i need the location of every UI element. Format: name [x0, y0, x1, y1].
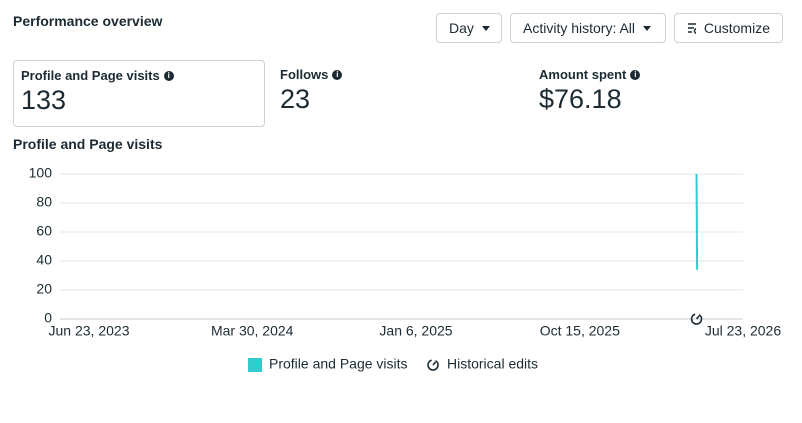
metric-value: $76.18	[539, 84, 622, 114]
x-tick-label: Mar 30, 2024	[211, 323, 294, 339]
customize-button[interactable]: Customize	[674, 13, 783, 43]
legend-edit-icon	[427, 359, 439, 371]
metric-label: Amount spent	[539, 67, 627, 82]
series-line	[695, 173, 699, 270]
y-tick-label: 100	[29, 165, 53, 181]
legend-label: Historical edits	[447, 356, 538, 372]
metric-label: Profile and Page visits	[21, 68, 160, 83]
activity-button[interactable]: Activity history: All	[510, 13, 666, 43]
metric-card[interactable]: Amount spent i $76.18	[532, 60, 772, 127]
metric-label: Follows	[280, 67, 329, 82]
metric-card[interactable]: Profile and Page visits i 133	[13, 60, 265, 127]
info-icon[interactable]: i	[630, 69, 641, 80]
legend-swatch	[248, 358, 262, 372]
y-tick-label: 0	[44, 310, 52, 326]
info-icon[interactable]: i	[332, 69, 343, 80]
button-label: Day	[449, 20, 474, 36]
y-tick-label: 60	[36, 223, 52, 239]
edit-icon-ring	[427, 359, 439, 371]
button-label: Activity history: All	[523, 20, 636, 36]
customize-icon	[688, 23, 696, 34]
y-tick-label: 40	[36, 252, 52, 268]
metric-card[interactable]: Follows i 23	[273, 60, 513, 127]
edit-icon-hand	[695, 315, 700, 320]
page-title: Performance overview	[13, 13, 163, 29]
day-button[interactable]: Day	[436, 13, 502, 43]
metric-value: 133	[21, 85, 67, 115]
x-tick-label: Jun 23, 2023	[49, 323, 130, 339]
info-icon[interactable]: i	[163, 70, 174, 81]
edit-icon-ring	[690, 313, 703, 325]
edit-icon-hand	[432, 361, 437, 366]
y-tick-label: 20	[36, 281, 52, 297]
metric-value: 23	[280, 84, 311, 114]
chart-title: Profile and Page visits	[13, 136, 163, 152]
legend-label: Profile and Page visits	[269, 356, 408, 372]
x-tick-label: Jul 23, 2026	[705, 323, 781, 339]
historical-edit-marker	[690, 313, 703, 325]
caret	[643, 25, 652, 31]
button-label: Customize	[703, 20, 770, 36]
x-tick-label: Jan 6, 2025	[379, 323, 452, 339]
y-tick-label: 80	[36, 194, 52, 210]
caret	[481, 25, 490, 31]
chart: 0 20 40 60 80 100 Jun 23, 2023 Mar 30, 2024 Jan …	[29, 165, 781, 372]
x-tick-label: Oct 15, 2025	[540, 323, 620, 339]
